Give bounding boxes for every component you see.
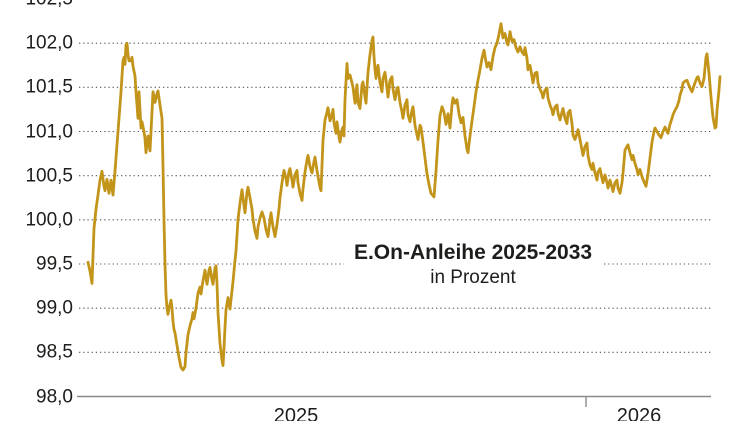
chart-subtitle: in Prozent xyxy=(430,267,516,289)
x-year-label: 2026 xyxy=(616,405,662,421)
y-tick-label: 102,0 xyxy=(25,32,73,54)
y-tick-label: 99,5 xyxy=(36,253,73,275)
chart-title: E.On-Anleihe 2025-2033 xyxy=(353,241,593,264)
y-tick-label: 98,5 xyxy=(36,341,73,363)
y-tick-label: 100,0 xyxy=(25,209,73,231)
y-tick-label: 98,0 xyxy=(36,386,73,407)
chart-title-block: E.On-Anleihe 2025-2033 in Prozent xyxy=(343,238,603,297)
y-tick-label: 101,0 xyxy=(25,121,73,142)
y-tick-label: 99,0 xyxy=(36,297,73,319)
price-line xyxy=(86,22,722,372)
y-tick-label: 101,5 xyxy=(25,76,73,98)
x-year-label: 2025 xyxy=(273,405,319,421)
y-tick-label: 102,5 xyxy=(0,0,73,9)
y-tick-label: 100,5 xyxy=(25,165,73,187)
